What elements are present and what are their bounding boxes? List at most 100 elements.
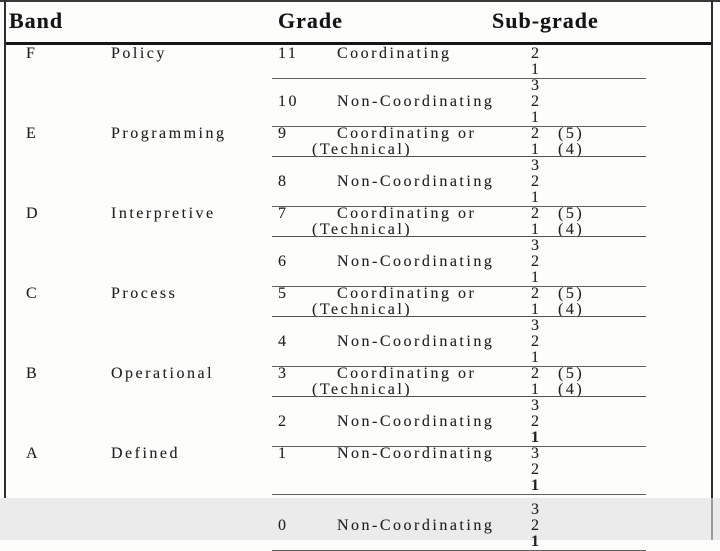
band-name: Interpretive [111,205,216,222]
band-letter: E [26,125,39,142]
table-row: 10 Non-Coordinating 2 [0,94,720,110]
grade-number: 6 [278,253,289,270]
sub-grade-number: 2 [531,285,542,302]
sub-grade-number: 2 [531,333,542,350]
grade-group: 3 2 Non-Coordinating 2 1 [0,398,720,447]
sub-grade-number: 2 [531,413,542,430]
sub-grade-number: 1 [531,189,542,206]
grade-group: E Programming 9 Coordinating or 2 (5) (Technic… [0,126,720,158]
sub-grade-number: 1 [531,477,542,494]
band-name: Policy [111,45,167,62]
sub-grade-number: 1 [531,109,542,126]
group-separator-line [272,286,646,287]
band-section: A Defined 1 Non-Coordinating 3 2 1 [0,445,720,495]
grade-type: Coordinating or [337,365,477,382]
table-row: 1 [0,534,720,550]
grade-type: Non-Coordinating [337,253,495,270]
sub-grade-number: 1 [531,141,542,158]
sub-grade-note: (4) [558,221,585,238]
band-letter: B [26,365,40,382]
group-separator-line [272,446,646,447]
group-separator-line [272,78,646,79]
table-row: 1 [0,430,720,446]
group-separator-line [272,316,646,317]
grade-group: 3 4 Non-Coordinating 2 1 [0,318,720,367]
sub-grade-number: 3 [531,445,542,462]
band-section: E Programming 9 Coordinating or 2 (5) (Technic… [0,126,720,207]
table-row: 4 Non-Coordinating 2 [0,334,720,350]
table-row: 1 [0,190,720,206]
header-underline [4,42,713,45]
sub-grade-number: 2 [531,517,542,534]
group-separator-line [272,156,646,157]
sub-grade-number: 3 [531,77,542,94]
table-row: C Process 5 Coordinating or 2 (5) [0,286,720,302]
band-section: F Policy 11 Coordinating 2 1 3 10 Non-Coordinati… [0,46,720,127]
grade-number: 8 [278,173,289,190]
table-row: 3 [0,78,720,94]
grade-type: Non-Coordinating [337,93,495,110]
table-top-border [0,0,720,2]
table-row: 1 [0,110,720,126]
table-row: (Technical) 1 (4) [0,302,720,318]
grade-type: Coordinating or [337,125,477,142]
grade-type: Coordinating [337,45,452,62]
sub-grade-number: 2 [531,205,542,222]
table-row: 6 Non-Coordinating 2 [0,254,720,270]
sub-grade-note: (5) [558,125,585,142]
grade-number: 11 [278,45,299,62]
table-row: (Technical) 1 (4) [0,222,720,238]
grade-type-secondary: (Technical) [312,381,413,398]
grade-type: Non-Coordinating [337,173,495,190]
sub-grade-note: (4) [558,301,585,318]
column-header-grade: Grade [278,8,343,33]
table-row: E Programming 9 Coordinating or 2 (5) [0,126,720,142]
band-section: D Interpretive 7 Coordinating or 2 (5) (Techni… [0,206,720,287]
grade-group: B Operational 3 Coordinating or 2 (5) (Technic… [0,366,720,398]
grade-number: 10 [278,93,299,110]
grade-type-secondary: (Technical) [312,221,413,238]
grade-group: 3 10 Non-Coordinating 2 1 [0,78,720,127]
group-separator-line [272,206,646,207]
sub-grade-number: 2 [531,461,542,478]
sub-grade-number: 1 [531,429,542,446]
column-header-band: Band [9,8,64,33]
table-right-border-gray [711,498,713,540]
band-section: 3 0 Non-Coordinating 2 1 [0,502,720,551]
grade-group: F Policy 11 Coordinating 2 1 [0,46,720,79]
band-letter: F [26,45,38,62]
band-letter: A [26,445,41,462]
band-name: Defined [111,445,181,462]
table-row: (Technical) 1 (4) [0,382,720,398]
table-row: 1 [0,270,720,286]
grade-number: 0 [278,517,289,534]
table-row: 1 [0,478,720,494]
sub-grade-number: 1 [531,221,542,238]
sub-grade-number: 3 [531,157,542,174]
band-letter: D [26,205,41,222]
grade-type-secondary: (Technical) [312,141,413,158]
table-left-border [4,0,6,498]
band-section: B Operational 3 Coordinating or 2 (5) (Technic… [0,366,720,447]
grade-number: 2 [278,413,289,430]
table-row: D Interpretive 7 Coordinating or 2 (5) [0,206,720,222]
band-name: Process [111,285,178,302]
grade-number: 7 [278,205,289,222]
sub-grade-note: (4) [558,141,585,158]
group-separator-line [272,236,646,237]
grade-number: 5 [278,285,289,302]
sub-grade-number: 1 [531,269,542,286]
table-row: F Policy 11 Coordinating 2 [0,46,720,62]
sub-grade-number: 1 [531,533,542,550]
sub-grade-note: (5) [558,365,585,382]
grade-type: Non-Coordinating [337,333,495,350]
table-row: 1 [0,62,720,78]
table-row: 3 [0,502,720,518]
band-name: Programming [111,125,227,142]
grade-type-secondary: (Technical) [312,301,413,318]
group-separator-line [272,494,646,495]
grade-group: D Interpretive 7 Coordinating or 2 (5) (Techni… [0,206,720,238]
table-right-border [711,0,713,498]
band-name: Operational [111,365,215,382]
table-row: (Technical) 1 (4) [0,142,720,158]
